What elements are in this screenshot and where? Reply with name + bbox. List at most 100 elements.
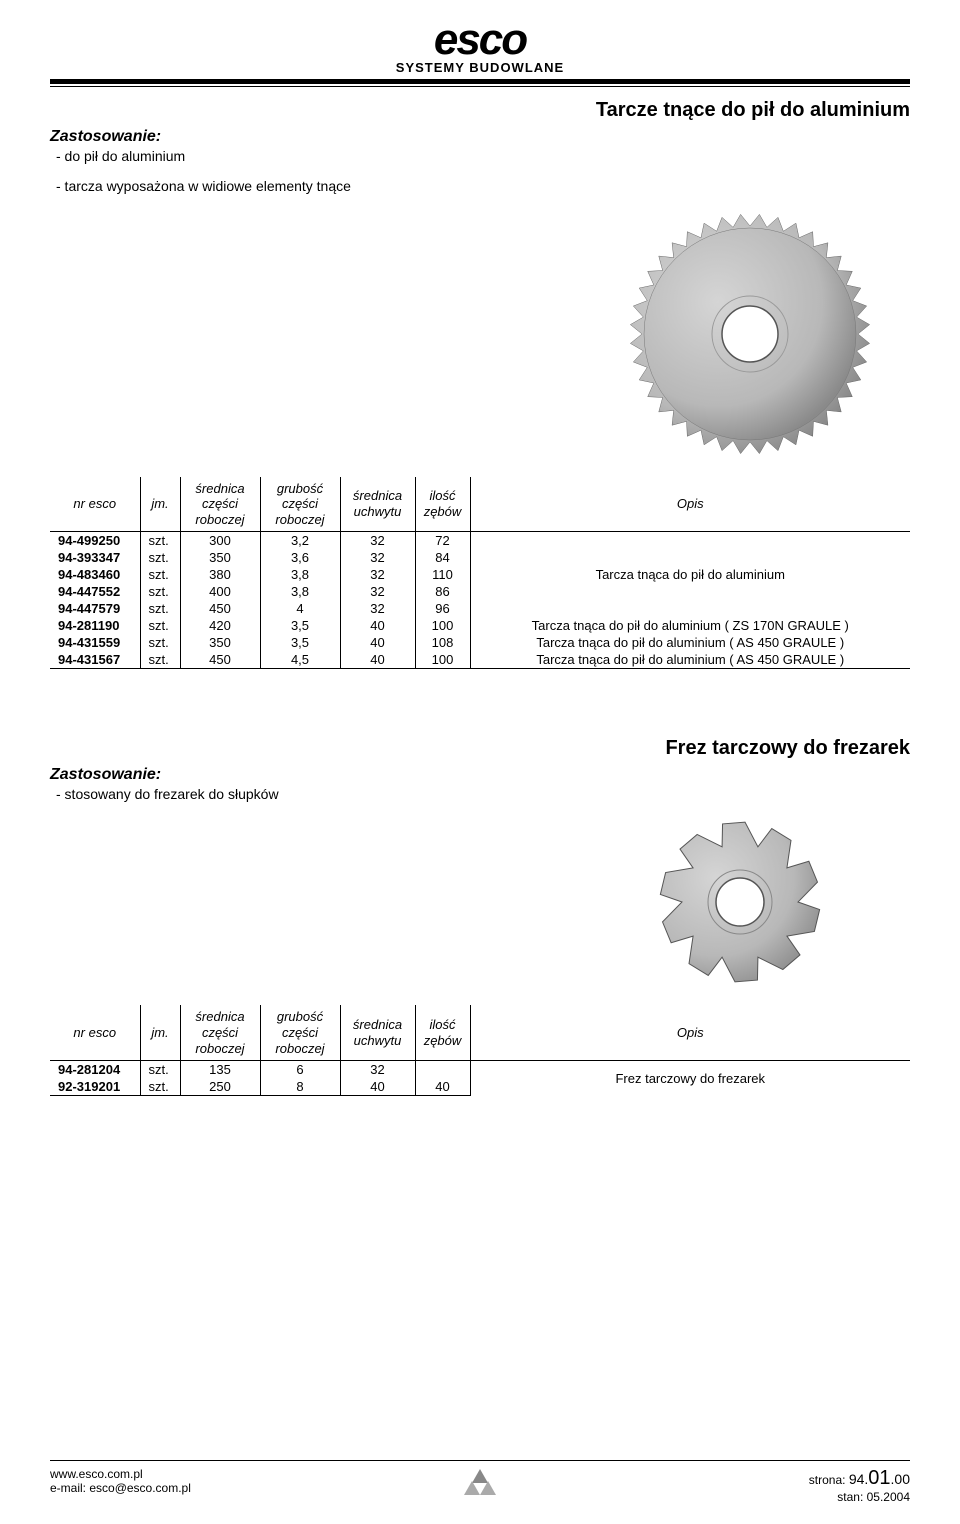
table-cell: szt. bbox=[140, 617, 180, 634]
column-header: jm. bbox=[140, 1005, 180, 1060]
zast-item: - tarcza wyposażona w widiowe elementy t… bbox=[56, 178, 910, 194]
footer-strona: strona: 94.01.00 bbox=[809, 1467, 910, 1490]
table-cell: 3,2 bbox=[260, 532, 340, 550]
table-row: 94-431559szt.3503,540108Tarcza tnąca do … bbox=[50, 634, 910, 651]
table-cell: 94-431567 bbox=[50, 651, 140, 669]
table-cell: 350 bbox=[180, 549, 260, 566]
table-cell: 40 bbox=[340, 651, 415, 669]
footer-right: strona: 94.01.00 stan: 05.2004 bbox=[809, 1467, 910, 1504]
table-cell: 32 bbox=[340, 549, 415, 566]
table-cell: 250 bbox=[180, 1078, 260, 1096]
footer-stan: stan: 05.2004 bbox=[809, 1490, 910, 1504]
table-cell: 96 bbox=[415, 600, 470, 617]
table-cell: 300 bbox=[180, 532, 260, 550]
table-cell: 420 bbox=[180, 617, 260, 634]
footer-www: www.esco.com.pl bbox=[50, 1467, 191, 1481]
column-header: średnica części roboczej bbox=[180, 477, 260, 532]
table-cell: 110 bbox=[415, 566, 470, 583]
table-cell: 3,8 bbox=[260, 583, 340, 600]
column-header: grubość części roboczej bbox=[260, 1005, 340, 1060]
zast-label-2: Zastosowanie: bbox=[50, 766, 910, 784]
column-header: jm. bbox=[140, 477, 180, 532]
footer-email: e-mail: esco@esco.com.pl bbox=[50, 1481, 191, 1495]
table-cell: Tarcza tnąca do pił do aluminium bbox=[470, 566, 910, 583]
table-cell: 100 bbox=[415, 651, 470, 669]
table-cell: 40 bbox=[340, 617, 415, 634]
table-row: 94-499250szt.3003,23272 bbox=[50, 532, 910, 550]
table-cell: 94-393347 bbox=[50, 549, 140, 566]
table-cell: 3,5 bbox=[260, 617, 340, 634]
table-cell: 86 bbox=[415, 583, 470, 600]
footer-logo-icon bbox=[462, 1467, 498, 1498]
table-cell: 4,5 bbox=[260, 651, 340, 669]
table-cell: 94-447552 bbox=[50, 583, 140, 600]
column-header: ilość zębów bbox=[415, 1005, 470, 1060]
table-cell: 32 bbox=[340, 583, 415, 600]
column-header: Opis bbox=[470, 477, 910, 532]
table-cell: 3,8 bbox=[260, 566, 340, 583]
section2-title: Frez tarczowy do frezarek bbox=[50, 737, 910, 760]
logo-sub: SYSTEMY BUDOWLANE bbox=[50, 60, 910, 75]
column-header: nr esco bbox=[50, 1005, 140, 1060]
table-cell: 94-431559 bbox=[50, 634, 140, 651]
table-cell: 8 bbox=[260, 1078, 340, 1096]
table-cell: 94-281204 bbox=[50, 1061, 140, 1079]
column-header: ilość zębów bbox=[415, 477, 470, 532]
table-cell: 94-483460 bbox=[50, 566, 140, 583]
table-cell: szt. bbox=[140, 549, 180, 566]
table-cell: 32 bbox=[340, 566, 415, 583]
table-cell: szt. bbox=[140, 583, 180, 600]
footer-left: www.esco.com.pl e-mail: esco@esco.com.pl bbox=[50, 1467, 191, 1495]
table-cell: szt. bbox=[140, 1078, 180, 1096]
table-cell: szt. bbox=[140, 532, 180, 550]
table-cell: 450 bbox=[180, 600, 260, 617]
table-cell: 3,5 bbox=[260, 634, 340, 651]
table-row: 94-431567szt.4504,540100Tarcza tnąca do … bbox=[50, 651, 910, 669]
zast-label-1: Zastosowanie: bbox=[50, 128, 910, 146]
logo-main: esco bbox=[50, 20, 910, 60]
column-header: Opis bbox=[470, 1005, 910, 1060]
column-header: średnica części roboczej bbox=[180, 1005, 260, 1060]
column-header: średnica uchwytu bbox=[340, 477, 415, 532]
table-cell: Tarcza tnąca do pił do aluminium ( AS 45… bbox=[470, 651, 910, 669]
page-footer: www.esco.com.pl e-mail: esco@esco.com.pl… bbox=[50, 1460, 910, 1504]
zast-item: - stosowany do frezarek do słupków bbox=[56, 786, 910, 802]
table-cell: 32 bbox=[340, 600, 415, 617]
table-cell: 6 bbox=[260, 1061, 340, 1079]
column-header: średnica uchwytu bbox=[340, 1005, 415, 1060]
brand-logo: esco SYSTEMY BUDOWLANE bbox=[50, 20, 910, 75]
table-cell: szt. bbox=[140, 566, 180, 583]
table-row: 94-447579szt.45043296 bbox=[50, 600, 910, 617]
table-cell: 92-319201 bbox=[50, 1078, 140, 1096]
table-cell: 94-447579 bbox=[50, 600, 140, 617]
table-cell: szt. bbox=[140, 651, 180, 669]
table-cell bbox=[415, 1061, 470, 1079]
table-cell: 84 bbox=[415, 549, 470, 566]
header-rule-thick bbox=[50, 79, 910, 84]
table-cell: 32 bbox=[340, 532, 415, 550]
column-header: grubość części roboczej bbox=[260, 477, 340, 532]
table-cell: 94-499250 bbox=[50, 532, 140, 550]
zast-item: - do pił do aluminium bbox=[56, 148, 910, 164]
table-cell: 94-281190 bbox=[50, 617, 140, 634]
table-row: 94-281190szt.4203,540100Tarcza tnąca do … bbox=[50, 617, 910, 634]
table-row: 94-281204szt.135632Frez tarczowy do frez… bbox=[50, 1061, 910, 1079]
table-cell: 40 bbox=[340, 634, 415, 651]
section1-title: Tarcze tnące do pił do aluminium bbox=[50, 99, 910, 122]
table-cell: 450 bbox=[180, 651, 260, 669]
table-cell: 108 bbox=[415, 634, 470, 651]
table-cell: Tarcza tnąca do pił do aluminium ( AS 45… bbox=[470, 634, 910, 651]
table-cell: 350 bbox=[180, 634, 260, 651]
table-cell: szt. bbox=[140, 600, 180, 617]
table-cell: 400 bbox=[180, 583, 260, 600]
column-header: nr esco bbox=[50, 477, 140, 532]
table-cell: 100 bbox=[415, 617, 470, 634]
table-cell: 380 bbox=[180, 566, 260, 583]
table-cell-opis: Frez tarczowy do frezarek bbox=[470, 1061, 910, 1096]
header-rule-thin bbox=[50, 86, 910, 87]
milling-cutter-icon bbox=[650, 812, 830, 992]
table-row: 94-393347szt.3503,63284 bbox=[50, 549, 910, 566]
table-cell bbox=[470, 532, 910, 550]
table-cell: 32 bbox=[340, 1061, 415, 1079]
table-cell bbox=[470, 583, 910, 600]
